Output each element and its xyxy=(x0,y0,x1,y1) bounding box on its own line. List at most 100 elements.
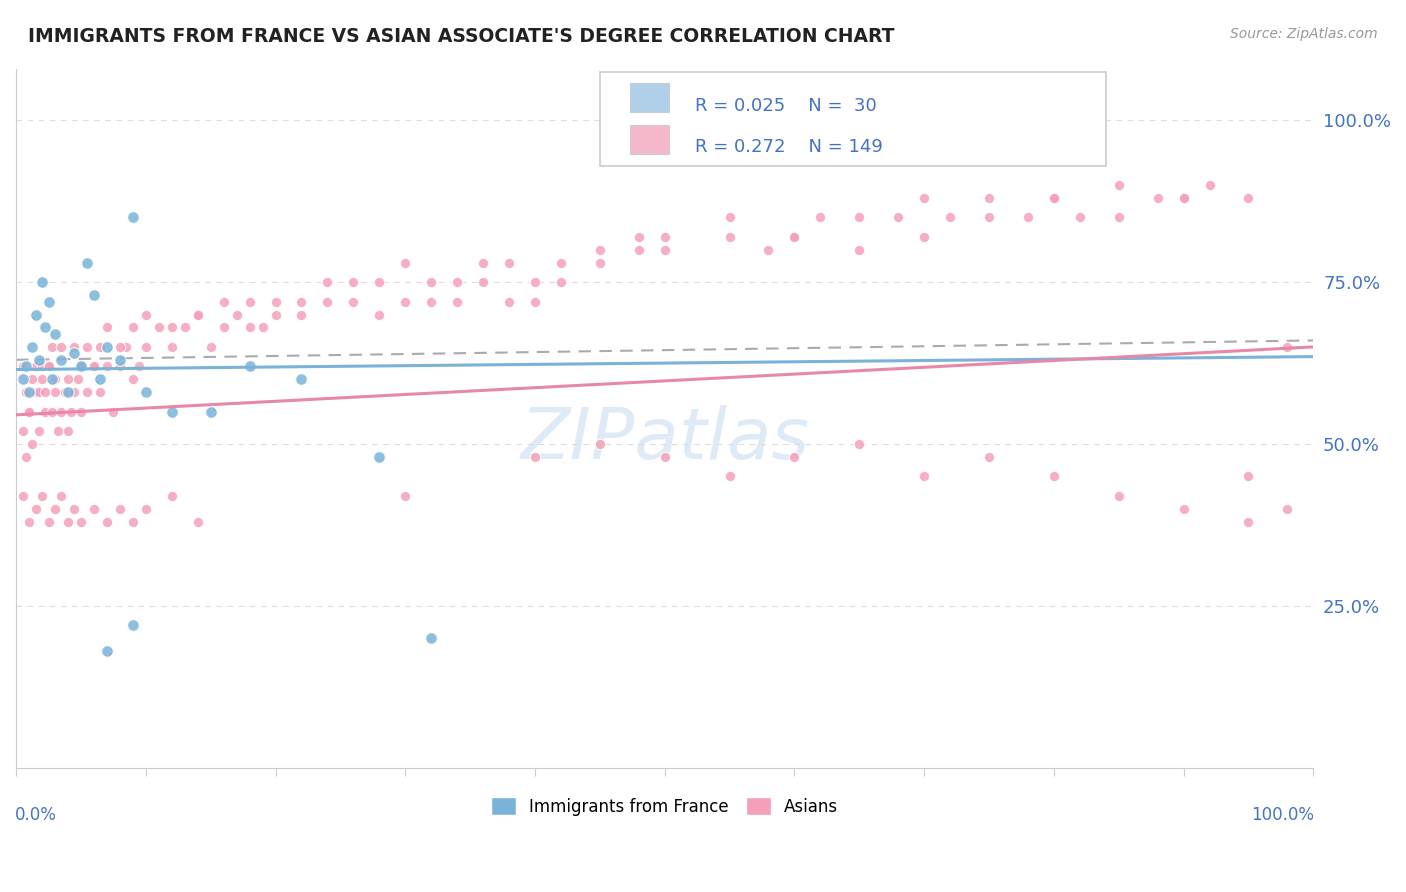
Point xyxy=(187,515,209,529)
Point xyxy=(121,372,143,386)
Text: 100.0%: 100.0% xyxy=(1251,806,1315,824)
Point xyxy=(89,385,111,400)
Point xyxy=(472,275,495,289)
Point xyxy=(18,404,41,418)
Point xyxy=(718,211,741,225)
Point xyxy=(212,294,235,309)
Point xyxy=(977,450,1000,464)
Point xyxy=(654,450,676,464)
Point xyxy=(44,385,66,400)
Point xyxy=(589,243,612,257)
Point xyxy=(135,340,157,354)
Point xyxy=(11,424,34,438)
Point xyxy=(290,294,312,309)
Point xyxy=(121,515,143,529)
Point xyxy=(420,275,443,289)
Point xyxy=(290,372,312,386)
Point xyxy=(718,469,741,483)
Point xyxy=(589,437,612,451)
Point xyxy=(200,404,222,418)
Point xyxy=(121,618,143,632)
Point xyxy=(1277,501,1299,516)
Point xyxy=(51,489,73,503)
Point xyxy=(38,359,60,374)
Point xyxy=(758,243,780,257)
Point xyxy=(627,243,650,257)
Point xyxy=(446,275,468,289)
Point xyxy=(848,437,870,451)
Point xyxy=(38,359,60,374)
Point xyxy=(15,359,38,374)
Point xyxy=(121,320,143,334)
Point xyxy=(589,256,612,270)
Point xyxy=(31,275,53,289)
Point xyxy=(523,275,546,289)
Point xyxy=(200,340,222,354)
Point xyxy=(135,385,157,400)
Point xyxy=(148,320,170,334)
Point xyxy=(21,340,44,354)
Point xyxy=(1173,191,1195,205)
Text: R = 0.025    N =  30: R = 0.025 N = 30 xyxy=(695,97,876,115)
Point xyxy=(76,256,98,270)
Point xyxy=(523,294,546,309)
Point xyxy=(160,404,183,418)
Point xyxy=(887,211,910,225)
Point xyxy=(89,340,111,354)
Point xyxy=(368,275,391,289)
Point xyxy=(1173,191,1195,205)
Point xyxy=(550,256,572,270)
Point xyxy=(977,191,1000,205)
Point xyxy=(316,294,339,309)
Point xyxy=(55,385,77,400)
Point xyxy=(1043,191,1066,205)
Point xyxy=(1198,178,1220,192)
Point xyxy=(394,256,416,270)
Point xyxy=(1069,211,1091,225)
Point xyxy=(83,359,105,374)
Point xyxy=(70,515,93,529)
Point xyxy=(31,489,53,503)
Point xyxy=(108,340,131,354)
Point xyxy=(44,326,66,341)
Point xyxy=(34,320,56,334)
Point xyxy=(1017,211,1039,225)
Point xyxy=(498,256,520,270)
Point xyxy=(135,308,157,322)
Bar xyxy=(630,83,669,112)
Text: Source: ZipAtlas.com: Source: ZipAtlas.com xyxy=(1230,27,1378,41)
Point xyxy=(368,450,391,464)
Point xyxy=(808,211,831,225)
Point xyxy=(44,501,66,516)
Point xyxy=(783,450,806,464)
Point xyxy=(56,515,79,529)
Point xyxy=(56,372,79,386)
Point xyxy=(239,294,262,309)
Point xyxy=(498,294,520,309)
Point xyxy=(912,230,935,244)
Point xyxy=(523,450,546,464)
Point xyxy=(264,308,287,322)
Point xyxy=(76,385,98,400)
Point xyxy=(654,243,676,257)
Point xyxy=(96,359,118,374)
Point xyxy=(34,404,56,418)
Point xyxy=(187,308,209,322)
Point xyxy=(108,359,131,374)
Point xyxy=(11,489,34,503)
Point xyxy=(128,359,150,374)
Point xyxy=(977,211,1000,225)
Point xyxy=(18,385,41,400)
Point xyxy=(1043,469,1066,483)
Text: R = 0.272    N = 149: R = 0.272 N = 149 xyxy=(695,138,883,156)
Point xyxy=(446,294,468,309)
Point xyxy=(24,308,46,322)
Point xyxy=(1108,211,1130,225)
Point xyxy=(718,230,741,244)
Point xyxy=(34,385,56,400)
Point xyxy=(939,211,962,225)
Point xyxy=(173,320,195,334)
Point xyxy=(1237,469,1260,483)
Point xyxy=(394,489,416,503)
Point xyxy=(108,501,131,516)
